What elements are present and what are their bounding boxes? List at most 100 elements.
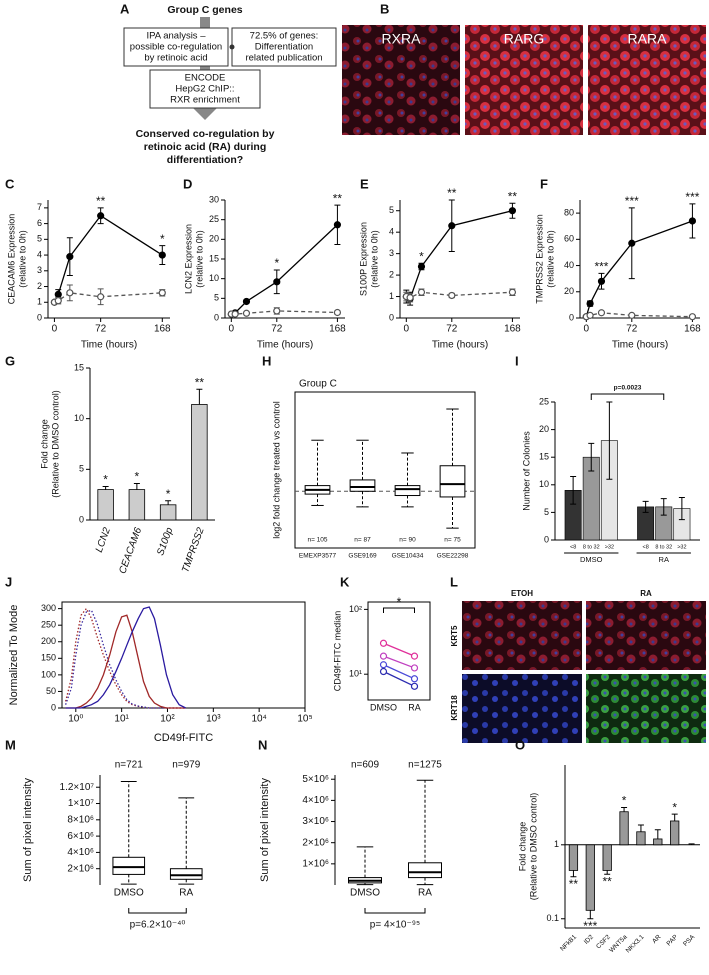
y-axis-title: CEACAM6 Expression — [6, 214, 16, 305]
plot-frame — [61, 601, 306, 709]
bracket — [590, 393, 665, 400]
x-tick-label: 0 — [584, 324, 590, 335]
annotation: * — [397, 595, 402, 609]
y-axis-title: Sum of pixel intensity — [259, 778, 271, 882]
y-tick-label: 5 — [79, 464, 84, 474]
annotation: * — [672, 800, 677, 814]
marker — [379, 667, 388, 676]
conclusion: Conserved co-regulation by — [136, 128, 275, 140]
marker — [688, 217, 697, 225]
y-tick-label: 3 — [389, 248, 394, 258]
y-tick-label: 5 — [544, 507, 549, 517]
x-tick-label: RA — [418, 888, 432, 899]
marker — [97, 293, 105, 301]
marker — [417, 288, 426, 296]
bracket — [364, 908, 426, 914]
x-tick-label: 72 — [271, 324, 283, 335]
box — [439, 465, 466, 498]
chart-title: Group C — [299, 379, 337, 390]
panel-label: M — [5, 737, 16, 752]
y-tick-label: 5 — [389, 205, 394, 215]
y-tick-label: 4 — [37, 249, 42, 259]
micrograph — [586, 674, 706, 743]
y-axis-title: (relative to 0h) — [17, 230, 27, 288]
x-tick-label: 72 — [95, 324, 107, 335]
x-tick-label: 10³ — [206, 714, 221, 725]
marker — [597, 309, 606, 317]
y-axis-title: Normalized To Mode — [8, 605, 20, 706]
x-axis-title: Time (hours) — [432, 340, 488, 351]
box-text: ENCODE — [185, 73, 226, 84]
marker — [508, 288, 517, 296]
y-tick-label: 200 — [41, 636, 56, 646]
marker — [158, 251, 166, 259]
x-tick-label: RA — [408, 702, 421, 712]
annotation: * — [135, 470, 140, 484]
error-bar — [660, 498, 667, 516]
error-bar — [570, 870, 577, 878]
bar — [602, 844, 612, 871]
micrograph — [462, 601, 582, 670]
y-axis-title: TMPRSS2 Expression — [534, 214, 544, 304]
x-axis-title: CD49f-FITC — [154, 732, 213, 744]
y-tick-label: 8×10⁶ — [67, 814, 94, 825]
box — [169, 868, 203, 880]
x-tick-label: GSE22298 — [437, 553, 469, 560]
y-tick-label: 0 — [214, 312, 219, 322]
y-tick-label: 10² — [349, 604, 362, 614]
marker — [628, 311, 636, 319]
y-tick-label: 40 — [564, 260, 574, 270]
x-tick-label: CEACAM6 — [117, 526, 144, 576]
x-tick-label: 168 — [329, 324, 346, 335]
y-axis-title: log2 fold change treated vs control — [271, 401, 281, 539]
x-tick-label: 10⁴ — [251, 714, 266, 725]
x-tick-label: DMSO — [114, 888, 144, 899]
error-bar — [196, 388, 203, 405]
panel-label: G — [5, 353, 15, 368]
x-tick-label: 72 — [626, 324, 638, 335]
marker — [379, 652, 388, 660]
box-text: by retinoic acid — [144, 53, 207, 64]
panel-label: H — [262, 353, 271, 368]
y-axis-title: Number of Colonies — [521, 431, 531, 511]
y-axis-title: Fold change — [39, 419, 49, 469]
x-tick-label: 0 — [52, 324, 58, 335]
box — [123, 27, 229, 67]
x-tick-label: DMSO — [350, 888, 380, 899]
micrograph — [462, 674, 582, 743]
marker — [273, 307, 281, 315]
box-text: 72.5% of genes: — [250, 31, 319, 42]
error-bar — [671, 813, 678, 821]
y-tick-label: 20 — [564, 286, 574, 296]
x-tick-label: GSE9169 — [348, 553, 377, 560]
line — [383, 655, 415, 669]
micrograph — [342, 25, 460, 135]
diagram: A Group C genes IPA analysis – possible … — [120, 1, 337, 166]
annotation: * — [160, 232, 165, 246]
error-bar — [678, 496, 685, 521]
line — [383, 670, 415, 687]
x-tick-label: >32 — [605, 544, 614, 550]
bar — [97, 489, 114, 521]
n-label: n= 105 — [307, 537, 327, 544]
box — [394, 485, 421, 497]
marker — [333, 308, 342, 317]
panel-label: E — [360, 176, 369, 191]
row-title: KRT18 — [450, 695, 459, 721]
bar — [568, 844, 579, 871]
y-tick-label: 3×10⁶ — [302, 816, 329, 827]
marker — [410, 682, 419, 690]
bracket — [128, 908, 187, 914]
box-text: Differentiation — [255, 42, 313, 53]
n-label: n= 75 — [444, 537, 461, 544]
y-axis-title: Fold change — [517, 822, 527, 872]
line — [383, 664, 415, 680]
p-value: p= 4×10⁻⁹⁵ — [370, 920, 420, 931]
y-axis-title: CD49f-FITC median — [332, 611, 342, 692]
y-axis-title: LCN2 Expression — [183, 224, 193, 294]
marker — [508, 207, 517, 215]
x-tick-label: 10¹ — [114, 714, 129, 725]
p-value: p=0.0023 — [614, 385, 642, 392]
x-tick-label: TMPRSS2 — [180, 526, 207, 575]
y-tick-label: 2×10⁶ — [302, 837, 329, 848]
